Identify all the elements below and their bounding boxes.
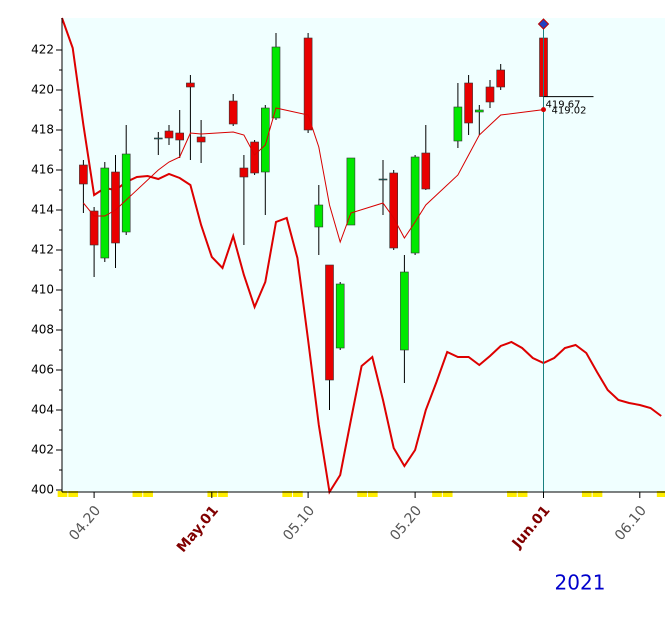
candle-body [100, 167, 110, 259]
x-tick-label: 05.20 [387, 503, 425, 544]
year-label: 2021 [555, 571, 606, 595]
candle-body [453, 106, 463, 142]
candle-body [346, 157, 356, 226]
candle-body [325, 264, 334, 381]
y-tick-label: 416 [31, 163, 54, 177]
x-tick-label: May.01 [174, 503, 222, 556]
line [83, 107, 544, 244]
weekend-marker [507, 491, 517, 497]
y-tick-label: 410 [31, 283, 54, 297]
candle-body [239, 167, 249, 178]
weekend-marker [143, 491, 153, 497]
weekend-marker [442, 491, 453, 497]
candle-body [474, 109, 484, 113]
candle-body [186, 82, 195, 88]
weekend-marker [282, 491, 293, 497]
candle-body [89, 210, 99, 246]
y-tick-label: 414 [31, 203, 54, 217]
weekend-marker [592, 491, 603, 497]
x-tick-label: 04.20 [66, 503, 104, 544]
y-tick-label: 422 [31, 43, 54, 57]
candle-body [389, 172, 399, 249]
candle-body [303, 37, 313, 131]
line [61, 17, 662, 495]
plot-area [62, 18, 665, 492]
candle-body [196, 136, 206, 143]
y-tick-label: 412 [31, 243, 54, 257]
candle-body [314, 204, 324, 228]
weekend-marker [132, 491, 143, 497]
weekend-marker [581, 491, 592, 497]
candle-body [496, 69, 506, 88]
x-tick-label: 06.10 [612, 503, 650, 544]
candle-body [228, 100, 238, 125]
candle-body [485, 86, 495, 103]
weekend-marker [432, 491, 442, 497]
candle-body [154, 137, 163, 140]
y-tick-label: 408 [31, 323, 54, 337]
weekend-marker [68, 491, 79, 497]
y-tick-label: 418 [31, 123, 54, 137]
line-label: 419.02 [552, 106, 587, 117]
weekend-marker [293, 491, 303, 497]
y-tick-label: 400 [31, 483, 54, 497]
y-tick-label: 420 [31, 83, 54, 97]
candle-body [378, 178, 388, 181]
candle-body [421, 152, 431, 190]
y-tick-label: 406 [31, 363, 54, 377]
candle-body [111, 171, 120, 244]
candle-body [164, 130, 174, 139]
candle-body [260, 107, 270, 173]
candle-body [271, 46, 281, 119]
plot [57, 17, 665, 497]
candle-body [121, 153, 131, 233]
weekend-marker [57, 491, 68, 497]
x-tick-label: 05.10 [280, 503, 318, 544]
weekend-marker [517, 491, 528, 497]
candle-body [250, 141, 259, 174]
candle-body [464, 82, 473, 124]
candle-body [410, 156, 420, 254]
candle-body [175, 132, 184, 141]
y-tick-label: 404 [31, 403, 54, 417]
line-end-dot [541, 107, 546, 113]
y-tick-label: 402 [31, 443, 54, 457]
weekend-marker [357, 491, 367, 497]
close-label: 419.67 [546, 100, 581, 111]
x-tick-label: Jun.01 [509, 503, 554, 552]
weekend-marker [367, 491, 378, 497]
candle-body [400, 271, 409, 351]
weekend-marker [656, 491, 665, 497]
candle-body [335, 283, 345, 349]
cursor-marker [537, 18, 550, 30]
candle-body [79, 164, 88, 185]
weekend-marker [218, 491, 228, 497]
